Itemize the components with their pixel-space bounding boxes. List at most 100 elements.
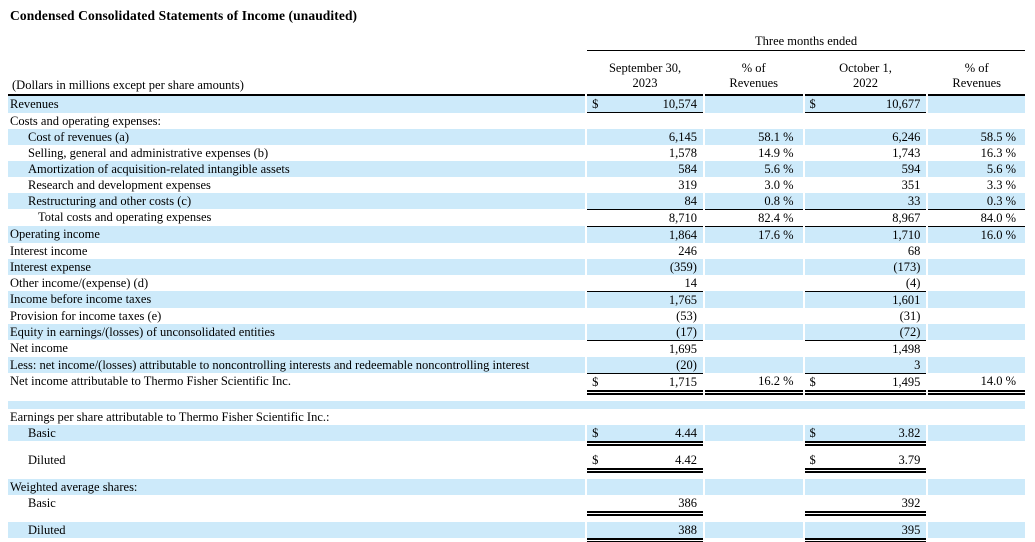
dollar-sign: $ — [809, 96, 816, 111]
table-row: Diluted 388 395 — [8, 522, 1025, 538]
value-2023-cell: (359) — [587, 259, 703, 275]
pct-2022-cell — [928, 409, 1025, 425]
table-row: Equity in earnings/(losses) of unconsoli… — [8, 324, 1025, 340]
underline-value-2022 — [804, 538, 927, 542]
underline-value-2022 — [804, 441, 927, 452]
amount: 388 — [678, 522, 697, 537]
period-header-row: Three months ended — [8, 28, 1025, 51]
amount: (72) — [899, 324, 921, 339]
dollar-sign: $ — [809, 425, 816, 440]
value-2022-cell — [805, 409, 927, 425]
column-header-line1: % of — [964, 61, 989, 75]
dollar-sign: $ — [809, 374, 816, 389]
table-row: Operating income 1,864 17.6 % 1,710 16.0 % — [8, 226, 1025, 243]
row-label: Interest expense — [8, 259, 586, 275]
table-row: Restructuring and other costs (c) 84 0.8 %… — [8, 193, 1025, 209]
column-header-pct-2022: % of Revenues — [928, 51, 1025, 96]
pct-2023-cell: 82.4 % — [704, 209, 803, 226]
value-2023-cell: 246 — [587, 243, 703, 259]
row-label: Weighted average shares: — [8, 479, 586, 495]
pct-2022-cell — [928, 291, 1025, 308]
dollar-sign: $ — [592, 452, 599, 467]
underline-pct-2023 — [704, 468, 803, 479]
amount: 1,765 — [668, 292, 697, 307]
amount: 8,710 — [668, 210, 697, 225]
amount: 1,864 — [668, 227, 697, 242]
table-row: Revenues $10,574 $10,677 — [8, 96, 1025, 113]
amount: 594 — [901, 161, 921, 176]
value-2022-cell: (72) — [804, 324, 927, 340]
row-label: Costs and operating expenses: — [10, 113, 162, 128]
row-label: Net income — [10, 341, 68, 355]
amount: 33 — [907, 193, 921, 208]
pct-2023-cell — [704, 357, 803, 373]
pct-2022-cell — [928, 113, 1025, 129]
value-2022-cell: 1,498 — [804, 340, 927, 357]
row-label: Cost of revenues (a) — [8, 129, 586, 145]
amount: 392 — [901, 495, 921, 510]
column-header-line1: % of — [741, 61, 766, 75]
value-2022-cell: (173) — [804, 259, 927, 275]
pct-2023-cell — [704, 324, 803, 340]
row-label: Basic — [28, 495, 56, 510]
value-2023-cell: $1,715 — [587, 373, 703, 390]
underline-value-2023 — [587, 511, 703, 522]
column-header-line2: Revenues — [729, 76, 779, 90]
amount: 1,601 — [892, 292, 921, 307]
table-row: Provision for income taxes (e) (53) (31) — [8, 308, 1025, 324]
spacer-cell — [8, 401, 1025, 409]
pct-2023-cell: 17.6 % — [704, 226, 803, 243]
amount: 3.79 — [898, 452, 921, 467]
pct-2022-cell: 5.6 % — [928, 161, 1025, 177]
value-2022-cell — [805, 113, 927, 129]
amount: (4) — [905, 275, 921, 290]
table-row: Less: net income/(losses) attributable t… — [8, 357, 1025, 373]
amount: 1,715 — [668, 374, 697, 389]
table-row: Net income 1,695 1,498 — [8, 340, 1025, 357]
pct-2023-cell — [705, 452, 803, 468]
underline-row — [8, 538, 1025, 542]
underline-row — [8, 390, 1025, 401]
value-2023-cell: 319 — [587, 177, 703, 193]
row-label: Operating income — [8, 226, 586, 243]
value-2022-cell: 351 — [805, 177, 927, 193]
underline-pct-2023 — [704, 390, 803, 401]
amount: 3 — [914, 357, 921, 372]
amount: 1,743 — [892, 145, 921, 160]
underline-value-2022 — [804, 511, 927, 522]
table-row: Diluted $4.42 $3.79 — [8, 452, 1025, 468]
table-row: Cost of revenues (a) 6,145 58.1 % 6,246 58.5… — [8, 129, 1025, 145]
amount: (173) — [893, 259, 921, 274]
amount: 1,710 — [892, 227, 921, 242]
amount: 6,246 — [892, 129, 921, 144]
pct-2022-cell — [928, 259, 1025, 275]
underline-row — [8, 441, 1025, 452]
amount: 10,677 — [886, 96, 921, 111]
amount: 1,695 — [668, 341, 697, 356]
value-2023-cell: 14 — [587, 275, 703, 291]
row-label: Amortization of acquisition-related inta… — [8, 161, 586, 177]
amount: 351 — [901, 177, 921, 192]
pct-2022-cell: 16.3 % — [980, 145, 1016, 160]
underline-row — [8, 511, 1025, 522]
value-2023-cell: 388 — [587, 522, 703, 538]
pct-2023-cell: 14.9 % — [758, 145, 794, 160]
row-label: Earnings per share attributable to Therm… — [10, 409, 330, 424]
amount: (359) — [669, 259, 697, 274]
amount: (17) — [676, 324, 697, 339]
amount: 14 — [684, 275, 697, 290]
pct-2022-cell — [928, 425, 1025, 441]
table-row: Interest income 246 68 — [8, 243, 1025, 259]
row-label: Income before income taxes — [8, 291, 586, 308]
pct-2023-cell: 0.8 % — [704, 193, 803, 209]
value-2023-cell: $4.42 — [587, 452, 703, 468]
dollar-sign: $ — [809, 452, 816, 467]
row-label: Total costs and operating expenses — [38, 210, 212, 224]
underline-row — [8, 468, 1025, 479]
dollar-sign: $ — [592, 96, 599, 111]
pct-2022-cell — [928, 308, 1025, 324]
underline-value-2023 — [587, 468, 703, 479]
units-note: (Dollars in millions except per share am… — [8, 51, 586, 96]
pct-2023-cell — [705, 340, 803, 357]
pct-2023-cell: 58.1 % — [704, 129, 803, 145]
